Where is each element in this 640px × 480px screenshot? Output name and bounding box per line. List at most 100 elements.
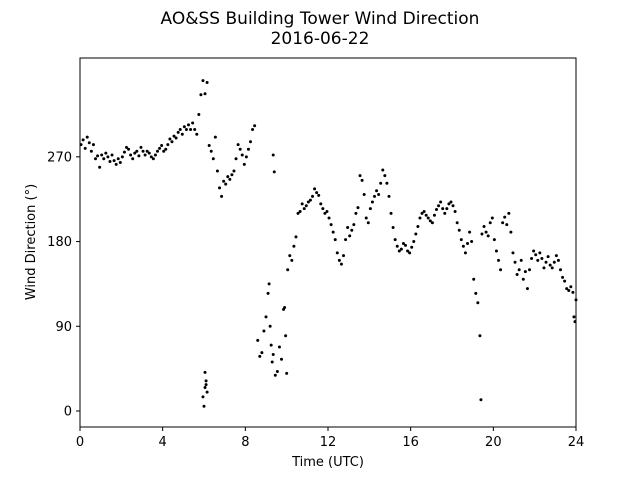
data-point	[120, 155, 124, 159]
data-point	[484, 230, 488, 234]
data-point	[488, 221, 492, 225]
data-point	[350, 228, 354, 232]
data-point	[424, 213, 428, 217]
data-point	[85, 135, 89, 139]
data-point	[422, 209, 426, 213]
x-tick-label: 4	[159, 435, 167, 450]
data-point	[455, 221, 459, 225]
data-point	[215, 169, 219, 173]
data-point	[164, 147, 168, 151]
data-point	[262, 329, 266, 333]
data-point	[203, 385, 207, 389]
data-point	[556, 258, 560, 262]
data-point	[567, 289, 571, 293]
data-point	[267, 282, 271, 286]
data-point	[366, 221, 370, 225]
data-point	[507, 211, 511, 215]
data-point	[266, 291, 270, 295]
data-point	[273, 373, 277, 377]
data-point	[574, 298, 578, 302]
data-point	[339, 262, 343, 266]
data-point	[443, 211, 447, 215]
data-point	[418, 216, 422, 220]
data-point	[288, 254, 292, 258]
data-point	[187, 123, 190, 127]
y-tick-label: 0	[64, 404, 72, 419]
data-point	[362, 192, 366, 196]
data-point	[542, 266, 546, 270]
data-point	[447, 202, 451, 206]
data-point	[408, 251, 412, 255]
data-point	[354, 211, 358, 215]
data-point	[302, 207, 306, 211]
data-point	[573, 320, 577, 324]
data-point	[135, 149, 139, 153]
data-point	[226, 175, 230, 179]
data-point	[277, 345, 281, 349]
data-point	[327, 216, 331, 220]
data-point	[329, 223, 333, 227]
data-point	[538, 251, 542, 255]
data-point	[468, 230, 472, 234]
data-point	[389, 211, 393, 215]
data-point	[269, 343, 273, 347]
data-point	[356, 206, 360, 210]
data-point	[232, 169, 236, 173]
data-point	[271, 153, 275, 157]
data-point	[544, 260, 548, 264]
data-point	[296, 211, 300, 215]
data-point	[360, 178, 364, 182]
data-point	[548, 263, 552, 267]
data-point	[160, 144, 164, 148]
data-point	[258, 354, 262, 358]
data-point	[432, 213, 436, 217]
data-point	[83, 146, 87, 150]
data-point	[156, 149, 159, 153]
data-point	[180, 132, 184, 136]
data-point	[139, 145, 143, 149]
data-point	[168, 137, 172, 141]
data-point	[147, 151, 151, 155]
data-point	[102, 157, 106, 161]
data-point	[525, 287, 529, 291]
data-point	[244, 155, 248, 159]
data-point	[205, 80, 209, 84]
data-point	[205, 390, 209, 394]
data-point	[550, 266, 554, 270]
chart-title: AO&SS Building Tower Wind Direction	[161, 9, 480, 29]
data-point	[501, 221, 505, 225]
x-tick-label: 8	[241, 435, 249, 450]
data-point	[412, 240, 416, 244]
data-point	[133, 151, 137, 155]
data-point	[268, 324, 272, 328]
data-point	[264, 315, 268, 319]
data-point	[292, 244, 296, 248]
y-tick-label: 270	[47, 150, 72, 165]
data-point	[285, 371, 289, 375]
data-point	[317, 193, 321, 197]
data-point	[207, 144, 211, 148]
data-point	[94, 157, 97, 161]
data-point	[114, 162, 118, 166]
data-point	[325, 209, 329, 213]
data-point	[191, 121, 195, 125]
data-point	[530, 257, 534, 260]
scatter-points	[79, 79, 578, 408]
data-point	[505, 223, 509, 227]
data-point	[404, 243, 407, 247]
data-point	[352, 223, 356, 227]
data-point	[342, 254, 345, 258]
data-point	[335, 251, 339, 255]
y-axis-ticks: 0 90 180 270	[47, 150, 80, 419]
data-point	[445, 207, 449, 211]
data-point	[234, 157, 238, 161]
data-point	[202, 404, 206, 408]
data-point	[199, 93, 203, 97]
data-point	[540, 257, 544, 260]
data-point	[253, 124, 257, 128]
data-point	[166, 143, 170, 147]
data-point	[459, 238, 463, 242]
data-point	[100, 153, 104, 157]
data-point	[213, 135, 217, 139]
